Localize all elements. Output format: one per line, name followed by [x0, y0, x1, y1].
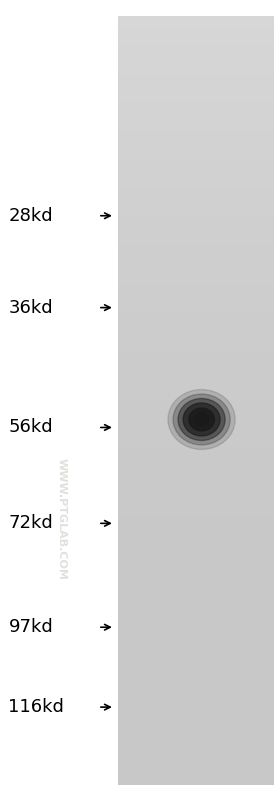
Bar [118, 697, 274, 708]
Bar [118, 313, 274, 324]
Bar [118, 121, 274, 133]
Text: WWW.PTGLAB.COM: WWW.PTGLAB.COM [57, 459, 67, 580]
Bar [118, 678, 274, 689]
Bar [118, 562, 274, 574]
Bar [118, 380, 274, 392]
Bar [118, 227, 274, 238]
Bar [118, 93, 274, 104]
Bar [118, 409, 274, 420]
Bar [118, 208, 274, 219]
Ellipse shape [194, 413, 209, 426]
Bar [118, 342, 274, 353]
Bar [118, 591, 274, 602]
Bar [118, 543, 274, 555]
Bar [118, 26, 274, 37]
Bar [118, 102, 274, 113]
Text: 36kd: 36kd [8, 299, 53, 316]
Bar [118, 745, 274, 756]
Bar [118, 476, 274, 487]
Bar [118, 169, 274, 181]
Bar [118, 505, 274, 516]
Bar [118, 716, 274, 727]
Bar [118, 534, 274, 545]
Bar [118, 668, 274, 679]
Bar [118, 275, 274, 286]
Bar [118, 294, 274, 305]
Text: 56kd: 56kd [8, 419, 53, 436]
Bar [118, 447, 274, 459]
Bar [118, 131, 274, 142]
Bar [118, 35, 274, 46]
Bar [118, 438, 274, 449]
Bar [118, 620, 274, 631]
Text: 28kd: 28kd [8, 207, 53, 225]
Bar [118, 45, 274, 56]
Ellipse shape [168, 390, 235, 449]
Ellipse shape [173, 394, 230, 445]
Bar [118, 428, 274, 439]
Bar [118, 630, 274, 641]
Bar [118, 524, 274, 535]
Bar [118, 658, 274, 670]
Bar [118, 467, 274, 478]
Bar [118, 754, 274, 765]
Bar [118, 687, 274, 698]
Bar [118, 610, 274, 622]
Bar [118, 495, 274, 507]
Bar [118, 323, 274, 334]
Bar [118, 217, 274, 229]
Bar [118, 160, 274, 171]
Bar [118, 304, 274, 315]
Bar [118, 639, 274, 650]
Text: 72kd: 72kd [8, 515, 53, 532]
Bar [118, 582, 274, 593]
Bar [118, 419, 274, 430]
Bar [118, 649, 274, 660]
Bar [118, 515, 274, 526]
Bar [118, 332, 274, 344]
Bar [118, 179, 274, 190]
Bar [118, 553, 274, 564]
Ellipse shape [189, 408, 214, 431]
Bar [118, 572, 274, 583]
Bar [118, 706, 274, 718]
Bar [118, 83, 274, 94]
Bar [118, 371, 274, 382]
Bar [118, 352, 274, 363]
Bar [118, 457, 274, 468]
Bar [118, 237, 274, 248]
Bar [118, 400, 274, 411]
Ellipse shape [183, 403, 220, 436]
Bar [118, 601, 274, 612]
Bar [118, 725, 274, 737]
Bar [118, 735, 274, 746]
Text: 97kd: 97kd [8, 618, 53, 636]
Bar [118, 54, 274, 66]
Bar [118, 390, 274, 401]
Bar [118, 361, 274, 372]
Bar [118, 284, 274, 296]
Bar [118, 150, 274, 161]
Bar [118, 246, 274, 257]
Bar [118, 112, 274, 123]
Bar [118, 256, 274, 267]
Ellipse shape [178, 399, 225, 440]
Text: 116kd: 116kd [8, 698, 64, 716]
Bar [118, 773, 274, 785]
Bar [118, 74, 274, 85]
Bar [118, 141, 274, 152]
Bar [118, 189, 274, 200]
Bar [118, 764, 274, 775]
Bar [118, 64, 274, 75]
Bar [118, 486, 274, 497]
Bar [118, 265, 274, 276]
Bar [118, 16, 274, 27]
Bar [118, 198, 274, 209]
